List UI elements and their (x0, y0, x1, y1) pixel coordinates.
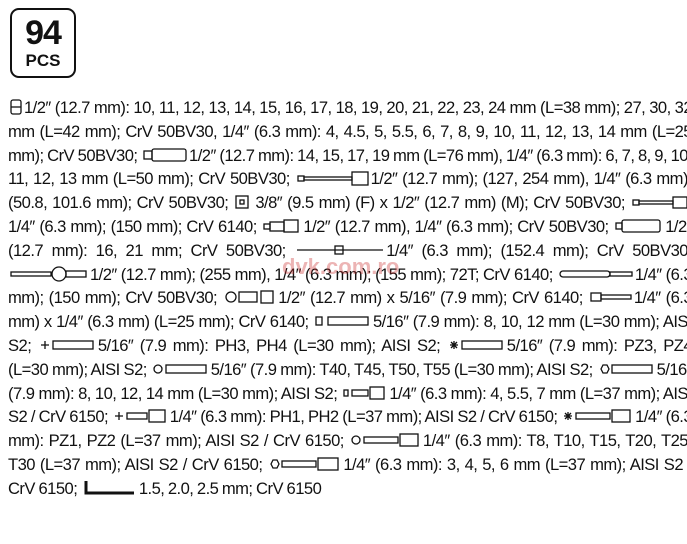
tool-icon (599, 364, 653, 374)
tool-icon (343, 385, 385, 400)
tool-icon (590, 292, 632, 303)
count-badge: 94 PCS (10, 8, 76, 78)
watermark: dvk.com.ro (282, 254, 400, 279)
tool-icon (351, 433, 419, 447)
tool-icon (270, 457, 340, 471)
spec-text: 1/2″ (12.7 mm): 10, 11, 12, 13, 14, 15, … (8, 96, 687, 536)
spec-segment: 1/4″ (6.3 mm): PH1, PH2 (L=37 mm); AISI … (169, 407, 558, 427)
tool-icon (153, 364, 207, 374)
tool-icon (632, 196, 687, 209)
spec-segment: 1/4″ (6.3 mm): T8, T10, T15, T20, T25, T… (8, 431, 687, 474)
tool-icon (449, 340, 503, 350)
spec-segment: 3/8″ (9.5 mm) (F) x 1/2″ (12.7 mm) (M); … (255, 193, 625, 213)
spec-segment: 5/16″ (7.9 mm): 8, 10, 12, 14 mm (L=30 m… (8, 359, 687, 403)
tool-icon (10, 265, 87, 282)
spec-segment: 1/2″ (12.7 mm): 10, 11, 12, 13, 14, 15, … (8, 98, 687, 165)
spec-segment: 1/2″ (12.7 mm), 1/4″ (6.3 mm); CrV 50BV3… (303, 216, 609, 236)
count: 94 (25, 14, 62, 52)
tool-icon (559, 269, 633, 278)
spec-segment: 1/2″ (12.7 mm): 16, 21 mm; CrV 50BV30; (8, 216, 687, 260)
spec-segment: 1/4″ (6.3 mm): 3, 4, 5, 6 mm (L=37 mm); … (8, 454, 687, 498)
spec-segment: 5/16″ (7.9 mm): 8, 10, 12 mm (L=30 mm); … (8, 312, 687, 355)
spec-segment: 1/2″ (12.7 mm): 14, 15, 17, 19 mm (L=76 … (8, 145, 687, 189)
spec-segment: 1/2″ (12.7 mm); (255 mm), 1/4″ (6.3 mm);… (90, 264, 553, 284)
tool-icon (296, 171, 369, 187)
spec-segment: 1/2″ (12.7 mm); (127, 254 mm), 1/4″ (6.3… (8, 169, 687, 213)
spec-segment: 1.5, 2.0, 2.5 mm; CrV 6150 (138, 478, 322, 498)
tool-icon (225, 290, 274, 305)
spec-segment: 5/16″ (7.9 mm): T40, T45, T50, T55 (L=30… (210, 359, 594, 379)
tool-icon (297, 245, 384, 255)
tool-icon (114, 409, 166, 424)
spec-segment: 1/4″ (6.3 mm): PZ1, PZ2 (L=37 mm); AISI … (8, 407, 687, 451)
spec-segment: 1/4″ (6.3 mm); (152.4 mm); CrV 50BV30; (386, 240, 687, 260)
tool-icon (564, 409, 631, 424)
tool-icon (143, 147, 187, 162)
spec-segment: 1/2″ (12.7 mm) x 5/16″ (7.9 mm); CrV 614… (278, 288, 583, 308)
tool-icon (235, 195, 250, 209)
spec-segment: 5/16″ (7.9 mm): PZ3, PZ4 (L=30 mm); AISI… (8, 335, 687, 379)
spec-segment: 1/4″ (6.3 mm) x 1/4″ (6.3 mm) (L=25 mm);… (8, 288, 687, 332)
tool-icon (40, 340, 94, 350)
tool-icon (10, 99, 22, 115)
tool-icon (84, 480, 134, 495)
tool-icon (615, 219, 661, 233)
tool-icon (263, 219, 300, 233)
tool-icon (315, 316, 369, 326)
spec-segment: 1/4″ (6.3 mm); (150 mm); CrV 6140; (8, 216, 257, 236)
unit: PCS (25, 51, 61, 70)
spec-segment: 1/4″ (6.3 mm); (150 mm); CrV 50BV30; (8, 264, 687, 308)
spec-segment: 5/16″ (7.9 mm): PH3, PH4 (L=30 mm); AISI… (97, 335, 441, 355)
spec-segment: 1/4″ (6.3 mm): 4, 5.5, 7 mm (L=37 mm); A… (8, 383, 687, 427)
